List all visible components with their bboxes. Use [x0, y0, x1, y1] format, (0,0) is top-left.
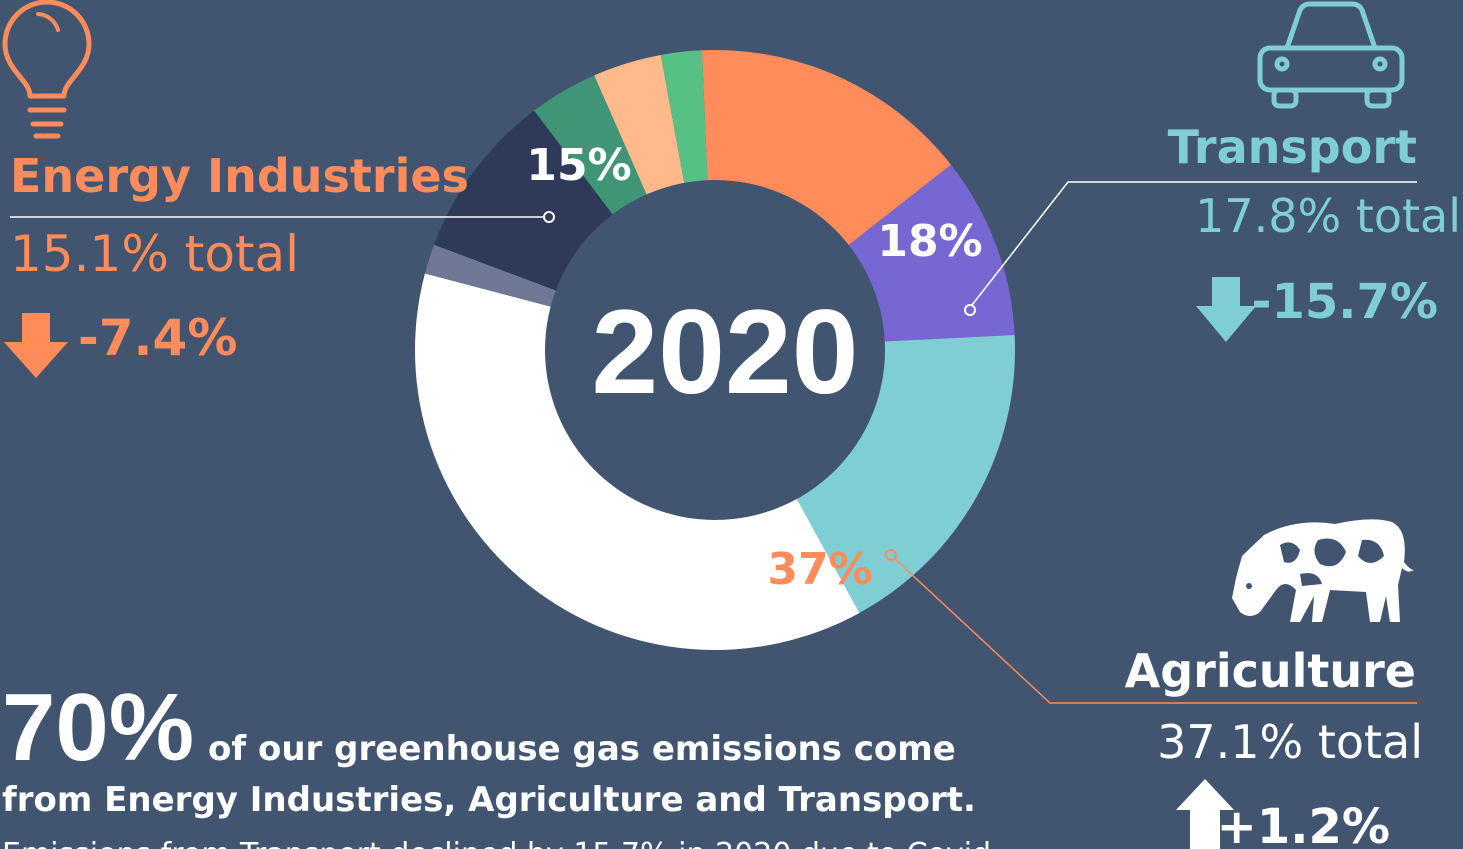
slice-label-energy: 15% — [526, 140, 631, 191]
agriculture-change: +1.2% — [1217, 799, 1390, 849]
leader-line-agriculture — [885, 549, 1417, 704]
slice-label-agriculture: 37% — [767, 544, 872, 595]
leader-line-transport — [964, 181, 1417, 316]
energy-total: 15.1% total — [10, 225, 299, 283]
summary-line-1: of our greenhouse gas emissions come — [208, 729, 956, 769]
leader-line-energy — [10, 211, 555, 223]
arrow-up-icon — [1176, 779, 1234, 849]
arrow-down-icon — [1196, 277, 1256, 342]
summary-line-2: from Energy Industries, Agriculture and … — [2, 780, 976, 820]
car-icon — [1257, 1, 1405, 109]
transport-total: 17.8% total — [1195, 189, 1461, 243]
arrow-down-icon — [4, 313, 68, 378]
transport-change: -15.7% — [1252, 274, 1438, 330]
slice-label-transport: 18% — [877, 216, 982, 267]
donut-hole — [545, 180, 885, 520]
cow-icon — [1232, 519, 1414, 622]
summary-big-percent: 70% — [2, 674, 194, 781]
agriculture-total: 37.1% total — [1157, 715, 1423, 769]
summary-note: Emissions from Transport declined by 15.… — [2, 837, 1002, 849]
energy-title: Energy Industries — [10, 149, 469, 203]
lightbulb-icon — [2, 0, 92, 139]
agriculture-title: Agriculture — [1125, 644, 1416, 698]
energy-change: -7.4% — [78, 309, 237, 367]
transport-title: Transport — [1168, 120, 1417, 174]
center-year-label: 2020 — [592, 285, 859, 419]
